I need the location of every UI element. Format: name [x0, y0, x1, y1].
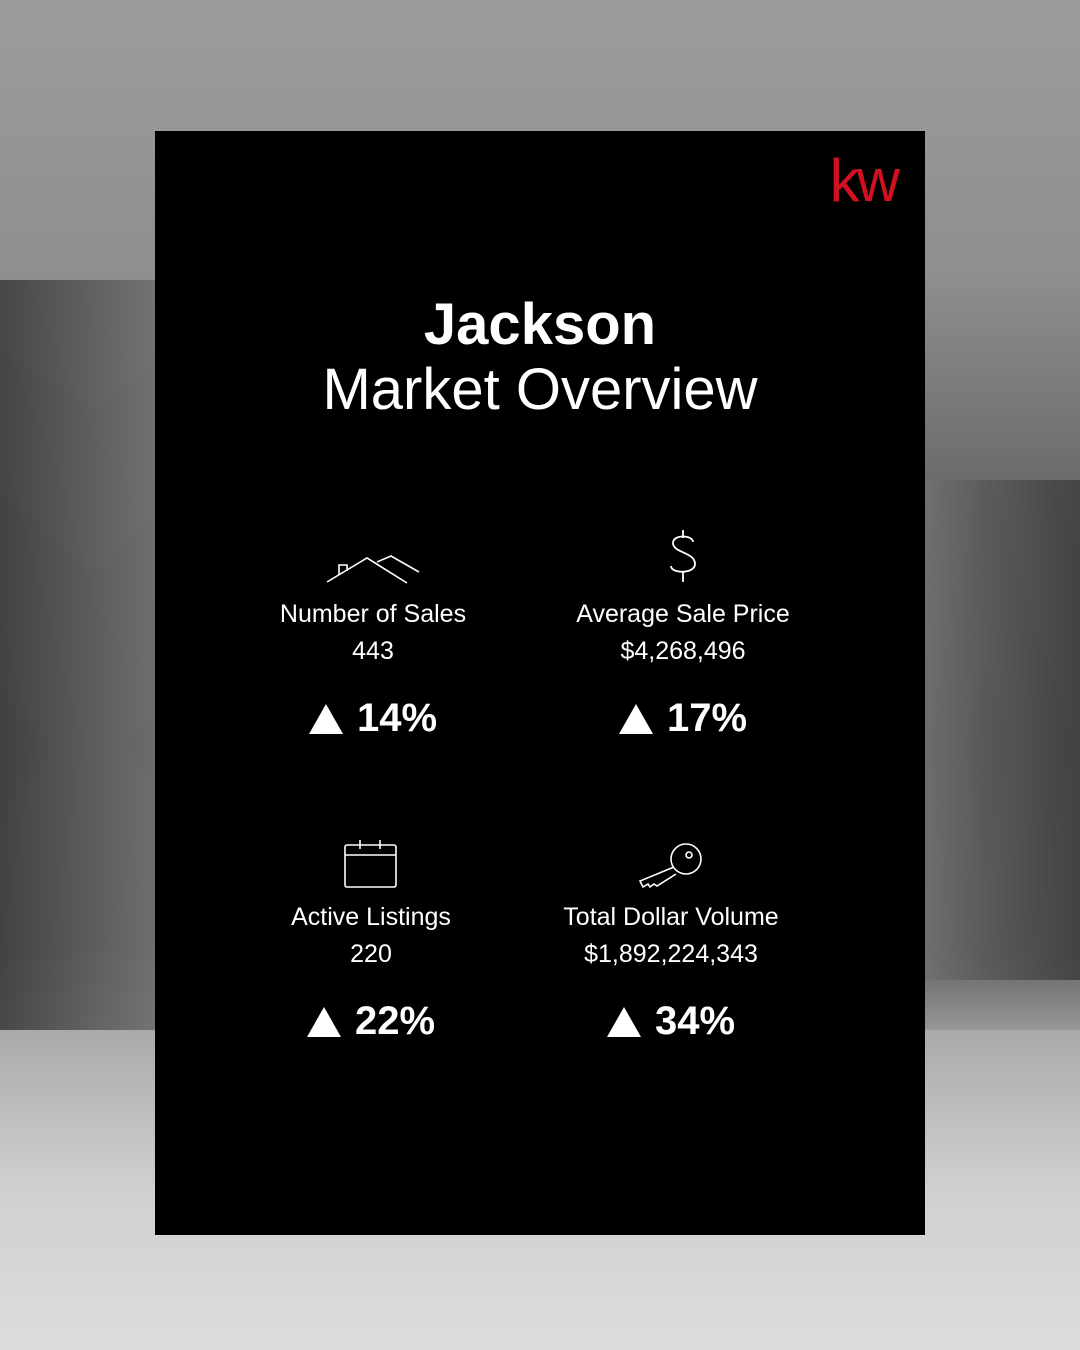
stat-active-listings: Active Listings 220 22%: [211, 819, 531, 1044]
market-overview-card: kw Jackson Market Overview Number of Sal…: [155, 131, 925, 1235]
stat-label: Number of Sales: [279, 600, 467, 628]
stat-value: $1,892,224,343: [584, 940, 758, 968]
stat-number-of-sales: Number of Sales 443 14%: [213, 516, 533, 741]
dollar-sign-icon: [523, 516, 843, 586]
stat-value: 220: [350, 940, 392, 968]
page-title: Jackson: [423, 292, 657, 357]
stat-value: 443: [352, 637, 394, 665]
up-arrow-icon: [306, 1006, 341, 1037]
calendar-icon: [211, 819, 531, 889]
stat-label: Active Listings: [291, 903, 451, 931]
stat-change: 34%: [511, 999, 831, 1044]
up-arrow-icon: [618, 703, 653, 734]
kw-logo: kw: [829, 147, 900, 214]
up-arrow-icon: [308, 703, 343, 734]
stat-change-value: 22%: [354, 999, 436, 1043]
stat-total-dollar-volume: Total Dollar Volume $1,892,224,343 34%: [511, 819, 831, 1044]
page-subtitle: Market Overview: [322, 357, 758, 422]
background-trees-right: [920, 480, 1080, 980]
stat-change-value: 34%: [654, 999, 736, 1043]
stat-average-sale-price: Average Sale Price $4,268,496 17%: [523, 516, 843, 741]
up-arrow-icon: [606, 1006, 641, 1037]
stat-value: $4,268,496: [620, 637, 746, 665]
key-icon: [511, 819, 831, 889]
stat-label: Total Dollar Volume: [563, 903, 779, 931]
stat-change-value: 14%: [356, 696, 438, 740]
stat-change: 14%: [213, 696, 533, 741]
stat-change: 17%: [523, 696, 843, 741]
stat-change-value: 17%: [666, 696, 748, 740]
background-trees-left: [0, 280, 160, 1040]
stat-label: Average Sale Price: [576, 600, 790, 628]
stat-change: 22%: [211, 999, 531, 1044]
house-roof-icon: [213, 516, 533, 586]
